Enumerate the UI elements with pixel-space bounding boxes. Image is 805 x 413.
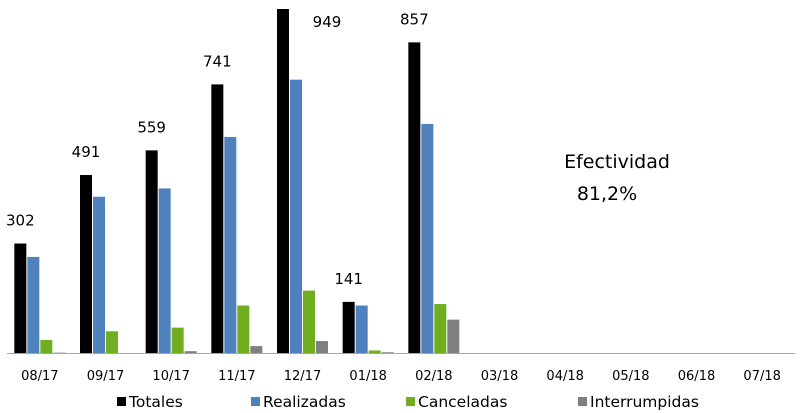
bar-canceladas-02-18 xyxy=(434,304,447,353)
x-tick-label: 02/18 xyxy=(415,369,452,384)
legend-swatch-canceladas xyxy=(406,397,415,406)
bar-totales-10-17 xyxy=(145,150,158,353)
bar-realizadas-10-17 xyxy=(158,188,171,353)
x-tick-label: 05/18 xyxy=(612,369,649,384)
data-label-totales: 302 xyxy=(6,212,35,230)
data-labels: 302 491 559 741 949 141 857 xyxy=(6,10,429,288)
bar-realizadas-09-17 xyxy=(93,196,105,353)
data-label-totales: 491 xyxy=(72,143,101,161)
bar-realizadas-11-17 xyxy=(224,136,237,353)
legend-label-realizadas: Realizadas xyxy=(263,393,346,411)
effectiveness-title: Efectividad xyxy=(564,151,670,173)
x-tick-label: 12/17 xyxy=(284,369,321,384)
x-tick-label: 03/18 xyxy=(481,369,518,384)
bar-canceladas-11-17 xyxy=(237,305,250,353)
bar-totales-08-17 xyxy=(14,243,27,353)
data-label-totales: 559 xyxy=(137,118,166,136)
bar-interrumpidas-10-17 xyxy=(184,351,197,353)
bar-interrumpidas-01-18 xyxy=(381,352,394,353)
x-tick-label: 04/18 xyxy=(546,369,583,384)
legend-label-canceladas: Canceladas xyxy=(418,393,507,411)
bar-canceladas-10-17 xyxy=(171,327,184,353)
bar-realizadas-12-17 xyxy=(290,79,302,354)
bars-layer xyxy=(14,9,460,354)
bar-canceladas-12-17 xyxy=(303,290,315,353)
x-tick-label: 01/18 xyxy=(349,369,386,384)
legend-label-totales: Totales xyxy=(128,393,183,411)
legend-swatch-totales xyxy=(117,397,126,406)
legend-swatch-interrumpidas xyxy=(578,397,587,406)
data-label-totales: 857 xyxy=(400,10,429,28)
data-label-totales: 141 xyxy=(334,270,363,288)
bar-totales-09-17 xyxy=(80,175,92,353)
bar-totales-11-17 xyxy=(211,84,224,354)
bar-canceladas-09-17 xyxy=(106,331,118,353)
bar-totales-02-18 xyxy=(408,42,421,353)
bar-totales-01-18 xyxy=(342,301,355,353)
legend-swatch-realizadas xyxy=(251,397,260,406)
bar-interrumpidas-02-18 xyxy=(447,319,460,353)
bar-interrumpidas-11-17 xyxy=(250,346,263,353)
x-tick-label: 08/17 xyxy=(21,369,58,384)
bar-realizadas-01-18 xyxy=(355,305,368,353)
legend: Totales Realizadas Canceladas Interrumpidas xyxy=(117,393,699,411)
data-label-totales: 949 xyxy=(313,13,342,31)
bar-totales-12-17 xyxy=(277,9,289,353)
x-tick-label: 11/17 xyxy=(218,369,255,384)
x-tick-label: 09/17 xyxy=(87,369,124,384)
bar-interrumpidas-12-17 xyxy=(316,341,328,353)
effectiveness-value: 81,2% xyxy=(577,183,637,205)
bar-canceladas-01-18 xyxy=(368,350,381,353)
bar-realizadas-02-18 xyxy=(421,123,434,353)
x-tick-label: 06/18 xyxy=(678,369,715,384)
x-tick-labels: 08/17 09/17 10/17 11/17 12/17 01/18 02/18 03/18… xyxy=(21,369,781,384)
data-label-totales: 741 xyxy=(203,52,232,70)
bar-realizadas-08-17 xyxy=(27,256,40,353)
x-tick-label: 10/17 xyxy=(152,369,189,384)
x-tick-label: 07/18 xyxy=(743,369,780,384)
legend-label-interrumpidas: Interrumpidas xyxy=(590,393,699,411)
bar-canceladas-08-17 xyxy=(40,339,53,353)
